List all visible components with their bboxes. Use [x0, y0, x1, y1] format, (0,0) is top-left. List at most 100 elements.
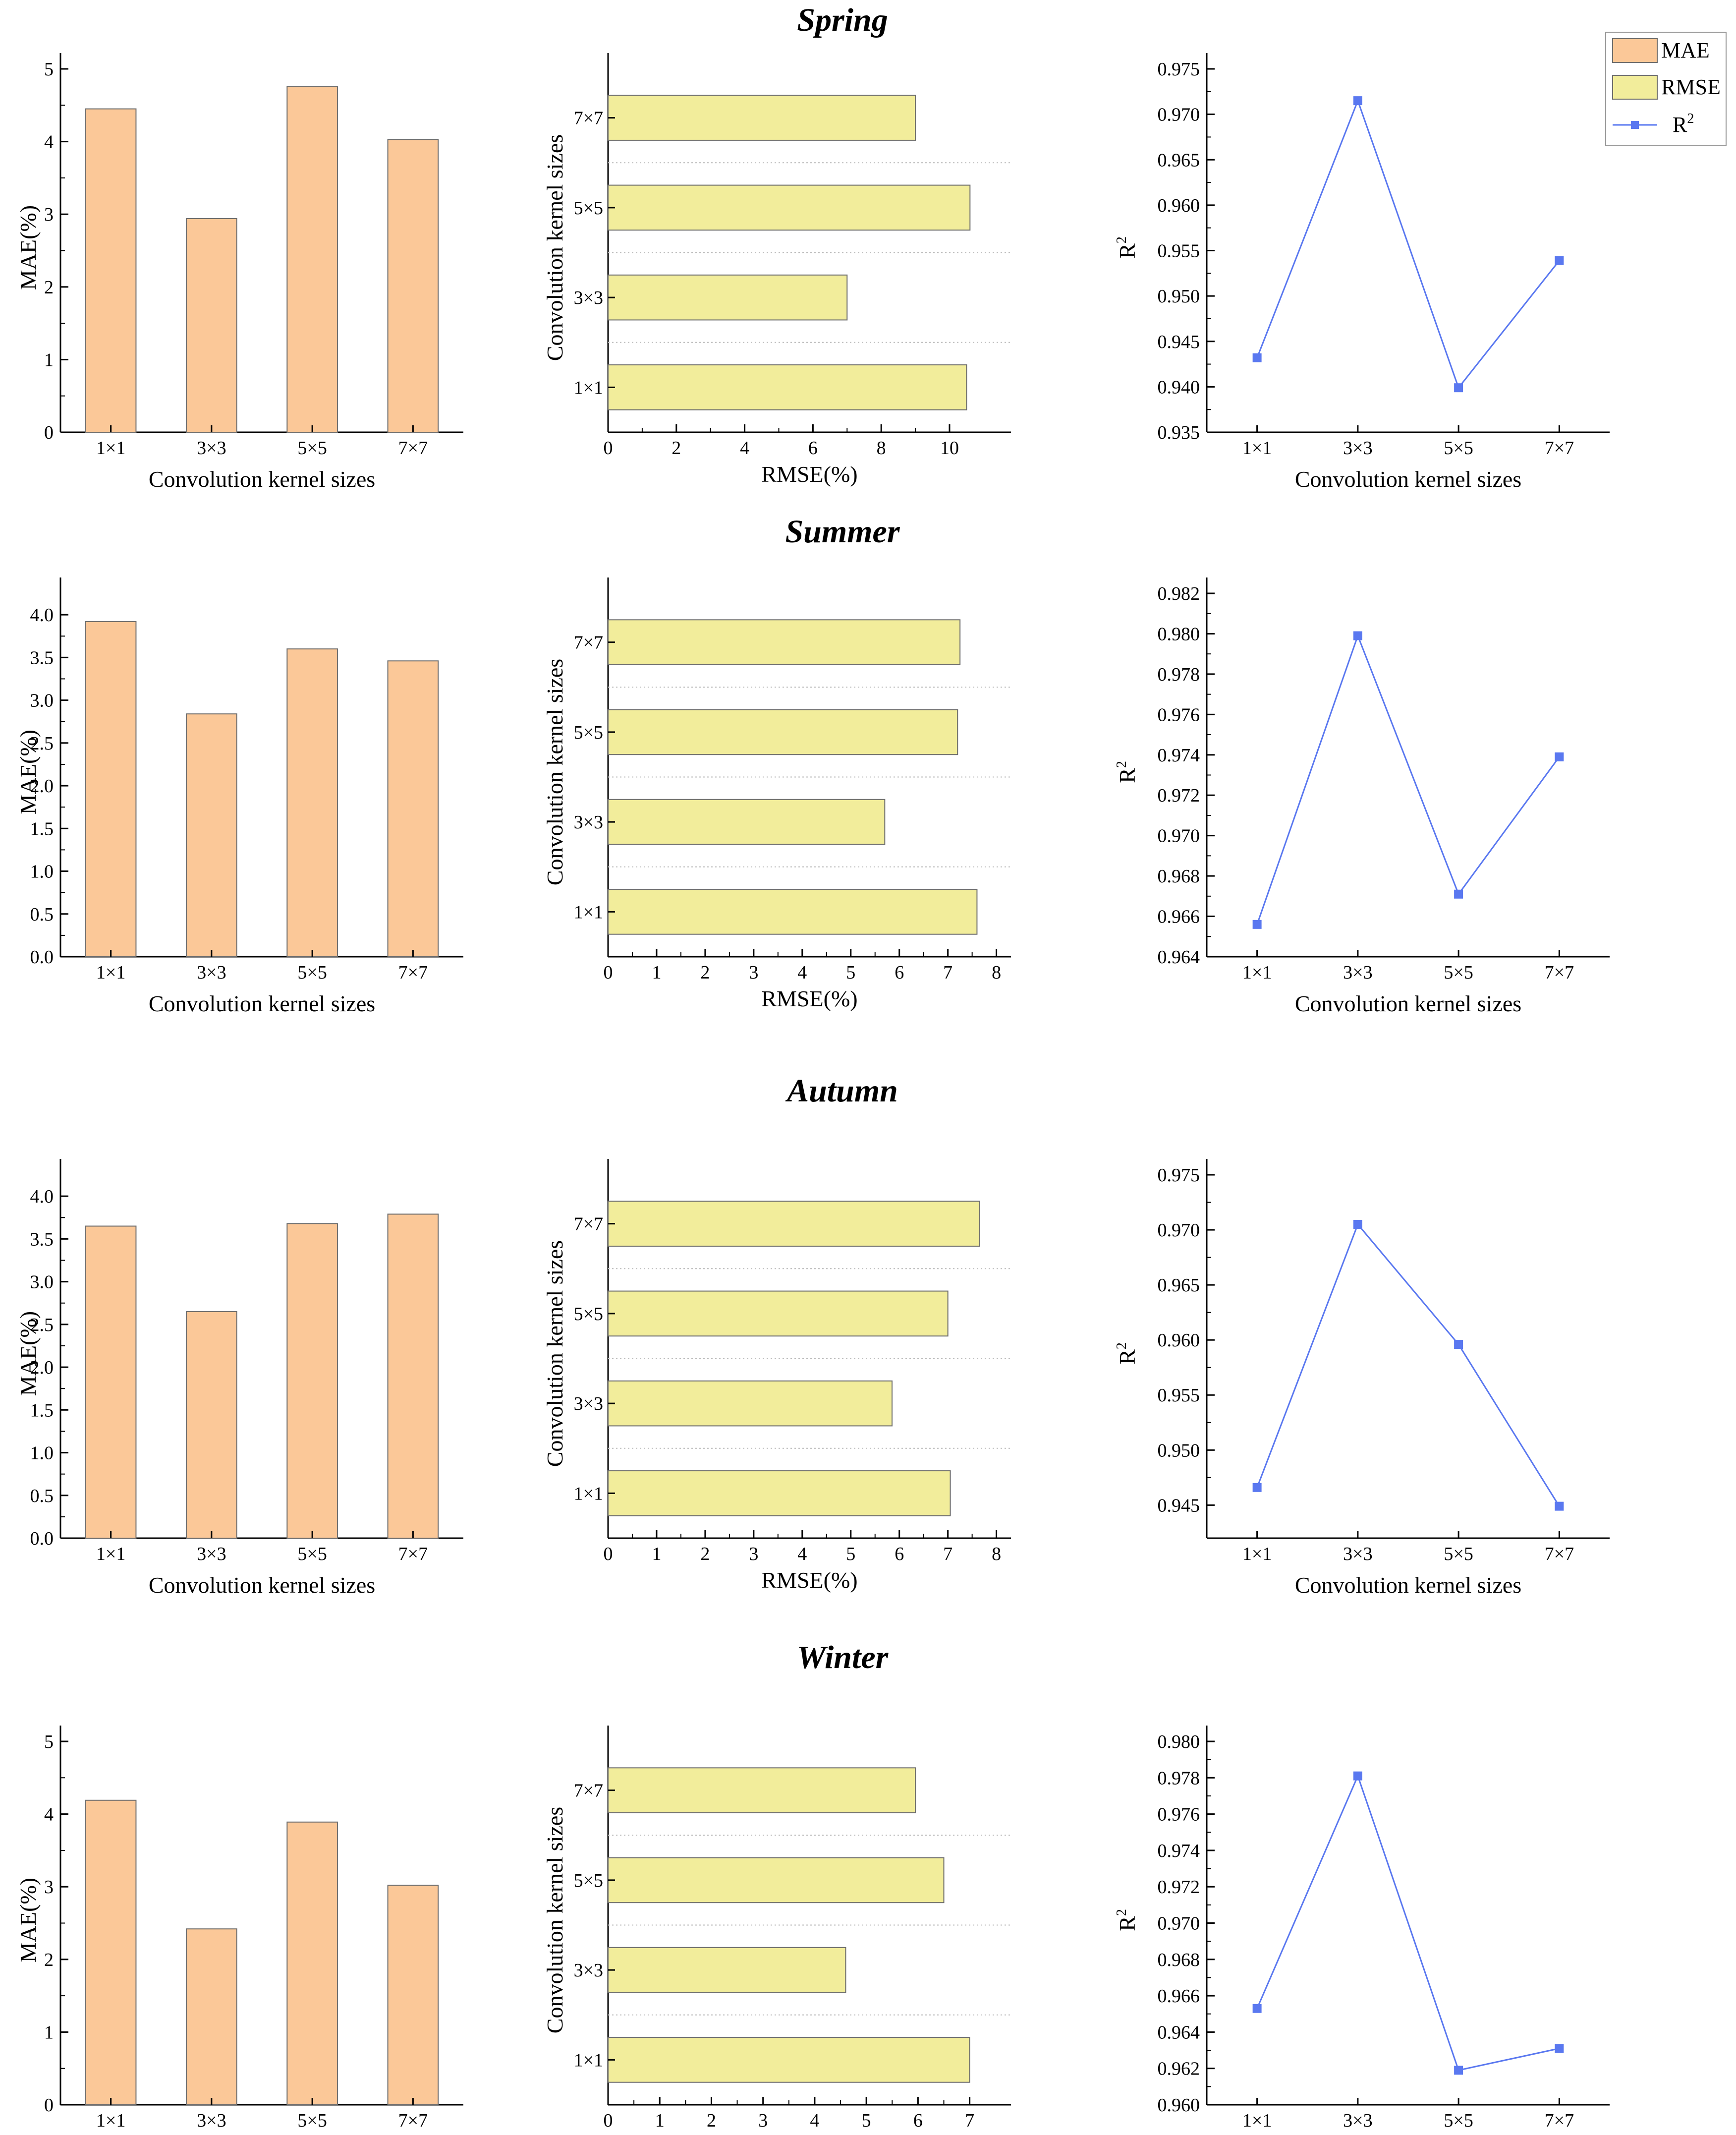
- r2-ytick-label: 0.972: [1158, 1877, 1200, 1898]
- mae-xtick-label: 3×3: [197, 962, 226, 983]
- rmse-xtick-label: 0: [604, 962, 613, 983]
- r2-series-line: [1256, 1223, 1560, 1507]
- mae-bar: [85, 1799, 137, 2106]
- rmse-xtick-label: 5: [846, 1544, 855, 1564]
- r2-ytick-label: 0.970: [1158, 1913, 1200, 1934]
- r2-ylabel: R2: [1114, 761, 1140, 783]
- rmse-xtick-label: 5: [862, 2110, 871, 2131]
- r2-xtick-label: 3×3: [1343, 962, 1372, 983]
- r2-ytick-label: 0.968: [1158, 1950, 1200, 1970]
- mae-chart-autumn: 0.0 0.5 1.0 1.5 2.0 2.5 3.0 3.5 4.0 1×1 3×3 5×5 7×7 C…: [15, 1159, 463, 1598]
- mae-ytick-label: 0: [44, 2095, 54, 2116]
- legend-swatch-rmse: [1612, 75, 1658, 100]
- rmse-xtick-label: 4: [797, 1544, 807, 1564]
- mae-ytick-label: 0.5: [30, 904, 54, 925]
- r2-ytick-label: 0.975: [1158, 59, 1200, 80]
- r2-xtick-label: 7×7: [1545, 2110, 1574, 2131]
- mae-ytick-label: 3: [44, 1877, 54, 1898]
- mae-xtick-label: 7×7: [398, 438, 428, 459]
- rmse-xtick-label: 7: [965, 2110, 974, 2131]
- r2-xtick-label: 5×5: [1444, 1544, 1473, 1564]
- r2-ytick-label: 0.945: [1158, 1495, 1200, 1516]
- r2-ytick-label: 0.966: [1158, 907, 1200, 927]
- rmse-xtick-label: 4: [740, 438, 749, 459]
- r2-chart-winter: 0.960 0.962 0.964 0.966 0.968 0.970 0.972 0.974…: [1114, 1726, 1610, 2131]
- mae-xtick-label: 3×3: [197, 438, 226, 459]
- season-row-winter: Winter 0 1 2 3 4 5 1×1 3×3 5×5 7×7 Convolution kern…: [15, 1639, 1610, 2135]
- mae-xtick-label: 7×7: [398, 962, 428, 983]
- mae-bar: [186, 1311, 237, 1539]
- rmse-ylabel: Convolution kernel sizes: [542, 134, 567, 361]
- rmse-ytick-label: 1×1: [574, 377, 603, 398]
- mae-bar: [186, 218, 237, 433]
- rmse-ytick-label: 7×7: [574, 108, 603, 129]
- rmse-xtick-label: 0: [604, 1544, 613, 1564]
- mae-xtick-label: 1×1: [96, 1544, 125, 1564]
- r2-point: [1454, 1340, 1463, 1349]
- mae-ytick-label: 4.0: [30, 1186, 54, 1207]
- mae-xtick-label: 3×3: [197, 2110, 226, 2131]
- rmse-xtick-label: 1: [652, 962, 661, 983]
- r2-ytick-label: 0.976: [1158, 1804, 1200, 1825]
- mae-ylabel: MAE(%): [15, 1311, 41, 1396]
- r2-ytick-label: 0.960: [1158, 195, 1200, 216]
- r2-ytick-label: 0.950: [1158, 286, 1200, 307]
- rmse-ylabel: Convolution kernel sizes: [542, 1240, 567, 1467]
- mae-ytick-label: 4.0: [30, 605, 54, 626]
- r2-ytick-label: 0.970: [1158, 105, 1200, 125]
- rmse-bar: [608, 1767, 916, 1813]
- mae-ytick-label: 0: [44, 422, 54, 443]
- mae-bar: [85, 621, 137, 957]
- r2-ytick-label: 0.955: [1158, 1385, 1200, 1406]
- rmse-bar: [608, 95, 916, 141]
- r2-ytick-label: 0.962: [1158, 2059, 1200, 2079]
- r2-point: [1555, 2044, 1564, 2053]
- season-row-spring: Spring 0 1 2 3 4 5 1×1 3×3 5×5 7×7 Convolution kern…: [15, 2, 1610, 492]
- mae-bar: [186, 713, 237, 957]
- rmse-xtick-label: 2: [707, 2110, 716, 2131]
- mae-ytick-label: 5: [44, 59, 54, 80]
- rmse-xtick-label: 5: [846, 962, 855, 983]
- rmse-ylabel: Convolution kernel sizes: [542, 1807, 567, 2033]
- r2-ylabel: R2: [1114, 236, 1140, 259]
- r2-ytick-label: 0.955: [1158, 241, 1200, 262]
- season-title: Winter: [797, 1639, 889, 1675]
- season-title: Autumn: [785, 1073, 898, 1109]
- mae-bar: [85, 1225, 137, 1539]
- legend-frame: [1605, 32, 1727, 146]
- r2-ytick-label: 0.966: [1158, 1986, 1200, 2007]
- rmse-xtick-label: 8: [992, 962, 1001, 983]
- r2-ytick-label: 0.968: [1158, 866, 1200, 887]
- rmse-xtick-label: 6: [895, 1544, 904, 1564]
- r2-xtick-label: 1×1: [1242, 1544, 1272, 1564]
- r2-point: [1252, 1483, 1262, 1492]
- r2-ytick-label: 0.972: [1158, 785, 1200, 806]
- mae-ytick-label: 1.5: [30, 818, 54, 839]
- r2-xlabel: Convolution kernel sizes: [1295, 991, 1521, 1016]
- r2-ytick-label: 0.945: [1158, 332, 1200, 352]
- r2-xtick-label: 1×1: [1242, 2110, 1272, 2131]
- r2-series-line: [1256, 1774, 1560, 2072]
- rmse-bar: [608, 274, 848, 321]
- mae-xtick-label: 1×1: [96, 2110, 125, 2131]
- r2-point: [1454, 889, 1463, 899]
- mae-bar: [387, 1885, 439, 2106]
- r2-xtick-label: 3×3: [1343, 438, 1372, 459]
- rmse-ytick-label: 1×1: [574, 2050, 603, 2071]
- rmse-xtick-label: 0: [604, 438, 613, 459]
- mae-ytick-label: 5: [44, 1731, 54, 1752]
- mae-ytick-label: 0.5: [30, 1486, 54, 1506]
- mae-bar: [387, 139, 439, 433]
- legend-label-r2: R2: [1673, 111, 1694, 137]
- rmse-ytick-label: 5×5: [574, 1304, 603, 1325]
- charts-root: Spring 0 1 2 3 4 5 1×1 3×3 5×5 7×7 Convolution kern…: [15, 2, 1610, 2135]
- rmse-xtick-label: 6: [808, 438, 818, 459]
- mae-ytick-label: 1: [44, 349, 54, 370]
- rmse-xtick-label: 6: [895, 962, 904, 983]
- rmse-chart-winter: 1×1 3×3 5×5 7×7 0 1 2 3 4 5 6 7 RMSE(%) Convolution k…: [542, 1726, 1011, 2135]
- mae-xtick-label: 5×5: [297, 438, 327, 459]
- rmse-xtick-label: 8: [992, 1544, 1001, 1564]
- mae-xlabel: Convolution kernel sizes: [149, 466, 375, 492]
- r2-point: [1555, 256, 1564, 265]
- rmse-chart-spring: 1×1 3×3 5×5 7×7 0 2 4 6 8 10 RMSE(%) Convolution ke…: [542, 53, 1011, 487]
